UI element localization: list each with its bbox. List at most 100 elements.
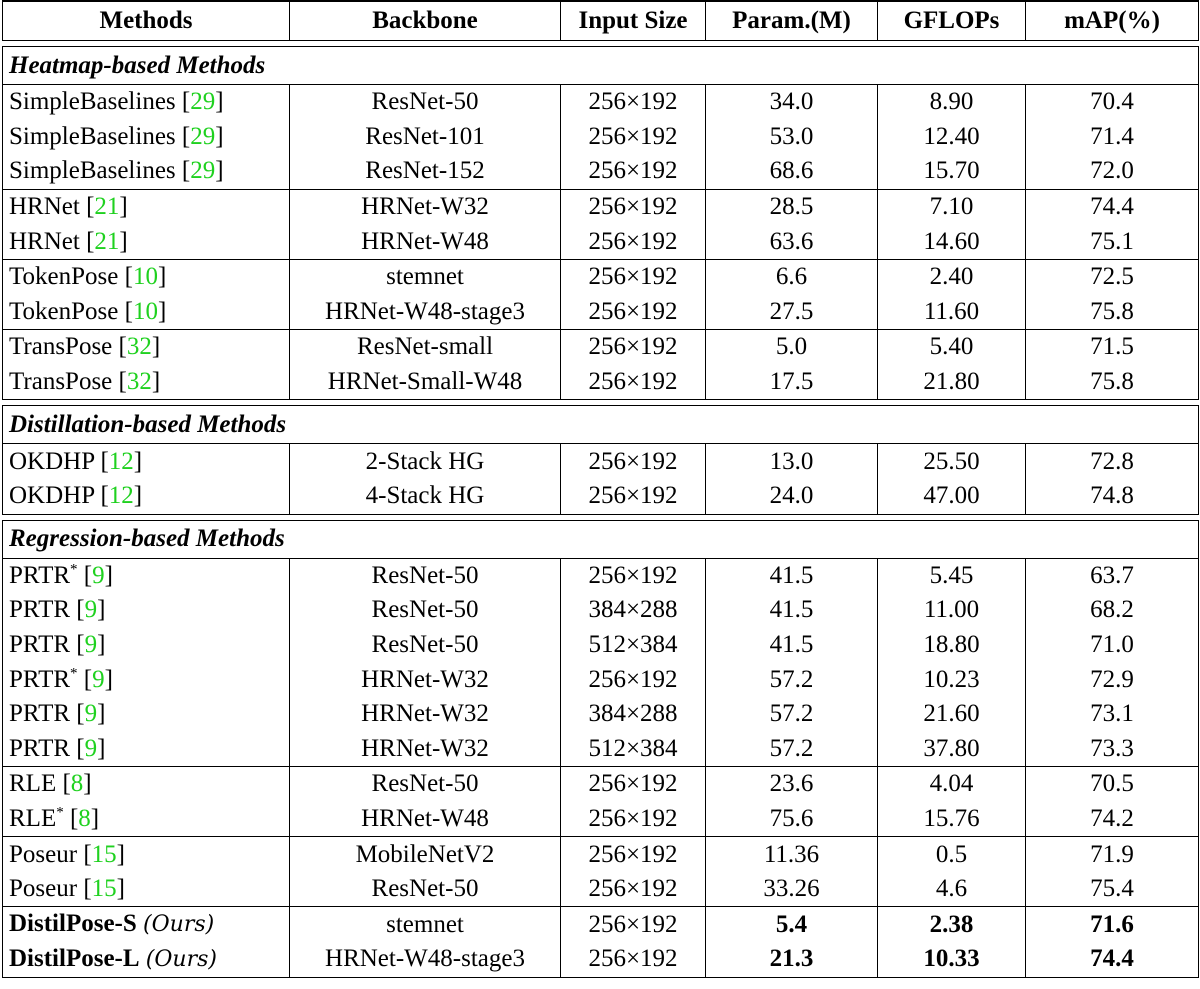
map-cell: 70.4 [1025,83,1199,120]
method-name: RLE [9,804,57,832]
input-size-cell: 256×192 [560,662,706,697]
method-cell: HRNet [21] [2,224,290,260]
method-cell: Poseur [15] [2,836,290,872]
input-size-cell: 256×192 [560,294,706,331]
backbone-cell: HRNet-W32 [289,662,561,697]
method-name: PRTR [9,665,71,693]
backbone-cell: ResNet-50 [289,871,561,908]
map-cell: 70.5 [1025,766,1199,802]
map-cell: 74.2 [1025,801,1199,838]
method-name: PRTR [9,596,71,624]
map-cell: 72.5 [1025,258,1199,295]
input-size-cell: 256×192 [560,188,706,225]
section-title: Heatmap-based Methods [2,46,1199,85]
gflops-cell: 11.00 [877,593,1026,628]
map-cell: 75.8 [1025,294,1199,331]
gflops-cell: 5.40 [877,329,1026,365]
table-row: PRTR [9] ResNet-50 512×384 41.5 18.80 71.0 [2,627,1199,663]
section-header-row: Heatmap-based Methods [2,46,1199,85]
method-cell: PRTR* [9] [2,662,290,697]
citation-link[interactable]: 21 [94,193,120,221]
citation-link[interactable]: 9 [84,700,98,728]
method-superscript: * [56,804,64,821]
input-size-cell: 256×192 [560,942,706,978]
citation-link[interactable]: 12 [108,482,134,510]
method-cell: PRTR [9] [2,627,290,663]
table-row: SimpleBaselines [29] ResNet-152 256×192 68.… [2,154,1199,190]
citation-link[interactable]: 9 [84,631,98,659]
method-name: TokenPose [9,263,119,291]
params-cell: 41.5 [705,593,878,628]
gflops-cell: 21.60 [877,696,1026,732]
citation-link[interactable]: 29 [190,157,216,185]
backbone-cell: ResNet-50 [289,593,561,628]
citation-link[interactable]: 12 [108,447,134,475]
backbone-cell: HRNet-W48 [289,801,561,838]
method-cell: DistilPose-L (Ours) [2,942,290,978]
table-row: OKDHP [12] 2-Stack HG 256×192 13.0 25.50 72.8 [2,443,1199,479]
citation-link[interactable]: 9 [92,665,105,693]
method-name: HRNet [9,193,80,221]
citation-link[interactable]: 15 [91,875,117,903]
backbone-cell: MobileNetV2 [289,836,561,872]
table-row: PRTR* [9] ResNet-50 256×192 41.5 5.45 63.7 [2,557,1199,594]
input-size-cell: 256×192 [560,119,706,155]
input-size-cell: 256×192 [560,871,706,908]
method-name: PRTR [9,734,71,762]
citation-link[interactable]: 32 [126,333,152,361]
method-name: SimpleBaselines [9,88,176,116]
input-size-cell: 256×192 [560,364,706,401]
gflops-cell: 18.80 [877,627,1026,663]
citation-link[interactable]: 8 [78,804,91,832]
map-cell: 74.8 [1025,478,1199,515]
method-name: Poseur [9,840,78,868]
citation-link[interactable]: 29 [190,88,216,116]
table-row: TransPose [32] HRNet-Small-W48 256×192 17.5… [2,364,1199,401]
backbone-cell: ResNet-50 [289,557,561,594]
params-cell: 17.5 [705,364,878,401]
method-name: Poseur [9,875,78,903]
table-row: TokenPose [10] stemnet 256×192 6.6 2.40 72.5 [2,258,1199,295]
gflops-cell: 12.40 [877,119,1026,155]
citation-link[interactable]: 9 [84,596,98,624]
params-cell: 57.2 [705,662,878,697]
input-size-cell: 256×192 [560,557,706,594]
table-row: PRTR [9] HRNet-W32 512×384 57.2 37.80 73.3 [2,731,1199,768]
input-size-cell: 256×192 [560,443,706,479]
backbone-cell: ResNet-50 [289,627,561,663]
citation-link[interactable]: 9 [84,734,98,762]
input-size-cell: 256×192 [560,83,706,120]
gflops-cell: 0.5 [877,836,1026,872]
citation-link[interactable]: 32 [126,368,152,396]
backbone-cell: ResNet-50 [289,766,561,802]
params-cell: 57.2 [705,731,878,768]
method-cell: TokenPose [10] [2,294,290,331]
map-cell: 72.0 [1025,154,1199,190]
params-cell: 63.6 [705,224,878,260]
input-size-cell: 256×192 [560,258,706,295]
table-row: TransPose [32] ResNet-small 256×192 5.0 5.40… [2,329,1199,365]
citation-link[interactable]: 29 [190,122,216,150]
table-row: RLE* [8] HRNet-W48 256×192 75.6 15.76 74.2 [2,801,1199,838]
section-header-row: Regression-based Methods [2,519,1199,559]
citation-link[interactable]: 10 [132,263,158,291]
citation-link[interactable]: 15 [91,840,117,868]
citation-link[interactable]: 9 [92,561,105,589]
citation-link[interactable]: 10 [132,297,158,325]
map-cell: 73.1 [1025,696,1199,732]
input-size-cell: 512×384 [560,731,706,768]
header-gflops: GFLOPs [877,0,1026,41]
input-size-cell: 256×192 [560,329,706,365]
citation-link[interactable]: 21 [94,227,120,255]
params-cell: 33.26 [705,871,878,908]
table-row: HRNet [21] HRNet-W48 256×192 63.6 14.60 75.1 [2,224,1199,260]
map-cell: 68.2 [1025,593,1199,628]
params-cell: 53.0 [705,119,878,155]
gflops-cell: 4.04 [877,766,1026,802]
method-cell: OKDHP [12] [2,443,290,479]
citation-link[interactable]: 8 [70,770,84,798]
ours-label: (Ours) [143,912,215,938]
method-superscript: * [70,561,78,578]
table-row: Poseur [15] MobileNetV2 256×192 11.36 0.5 71.… [2,836,1199,872]
params-cell: 24.0 [705,478,878,515]
